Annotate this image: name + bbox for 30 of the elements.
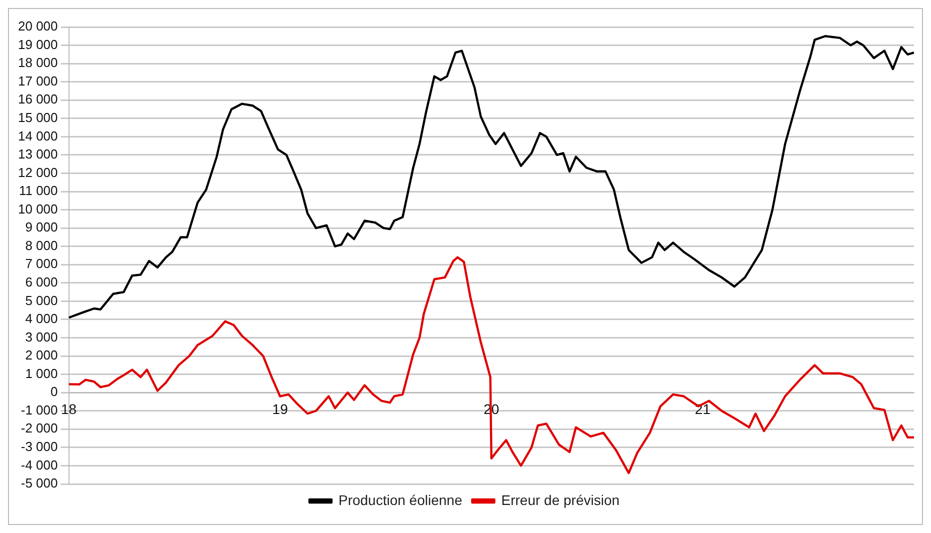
y-tick-label: 3 000 <box>25 329 58 344</box>
y-tick-label: 5 000 <box>25 292 58 308</box>
y-tick-label: 10 000 <box>18 201 58 216</box>
y-tick-label: 2 000 <box>25 348 58 363</box>
y-tick-label: 13 000 <box>18 146 58 162</box>
y-tick-label: 17 000 <box>18 73 58 88</box>
y-tick-label: 1 000 <box>25 366 58 381</box>
y-tick-label: 16 000 <box>18 92 58 107</box>
y-tick-label: 19 000 <box>18 36 58 52</box>
y-tick-label: 20 000 <box>18 18 58 34</box>
y-tick-label: 11 000 <box>18 183 58 198</box>
x-tick-label: 19 <box>272 400 288 417</box>
y-tick-label: 9 000 <box>25 220 58 235</box>
y-tick-label: 18 000 <box>18 55 58 70</box>
y-tick-label: -4 000 <box>20 457 58 472</box>
y-tick-label: 4 000 <box>25 311 58 326</box>
legend-label: Production éolienne <box>338 492 462 508</box>
y-tick-label: -1 000 <box>20 402 58 418</box>
x-tick-label: 18 <box>60 400 77 417</box>
y-tick-label: 15 000 <box>18 110 58 125</box>
y-tick-label: -2 000 <box>20 420 58 436</box>
legend-label: Erreur de prévision <box>501 492 620 508</box>
y-tick-label: 12 000 <box>18 164 58 180</box>
y-tick-label: -5 000 <box>20 476 58 491</box>
y-tick-label: 7 000 <box>25 256 58 272</box>
y-tick-label: 6 000 <box>25 274 58 290</box>
y-tick-label: 0 <box>50 384 58 400</box>
y-tick-label: 14 000 <box>18 128 58 144</box>
y-tick-label: -3 000 <box>20 439 58 454</box>
y-tick-label: 8 000 <box>25 238 58 253</box>
